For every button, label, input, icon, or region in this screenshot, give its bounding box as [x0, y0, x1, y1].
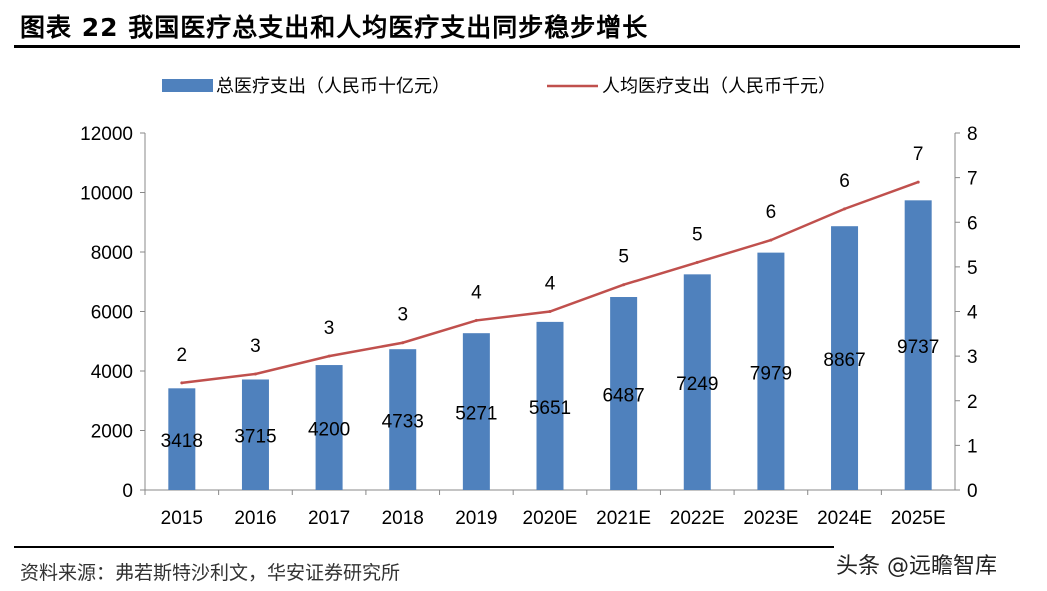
x-tick-label: 2016 — [234, 508, 276, 529]
bar-data-label: 9737 — [897, 337, 939, 358]
x-tick-label: 2018 — [382, 508, 424, 529]
line-data-label: 5 — [618, 247, 629, 268]
bar-data-label: 4200 — [308, 420, 350, 441]
right-tick-label: 0 — [967, 481, 978, 502]
bar — [536, 321, 564, 490]
bar-data-label: 3418 — [161, 431, 203, 452]
x-tick-label: 2020E — [523, 508, 578, 529]
title-divider — [14, 45, 1020, 48]
x-tick-label: 2021E — [596, 508, 651, 529]
bar-data-label: 4733 — [382, 412, 424, 433]
x-tick-label: 2024E — [817, 508, 872, 529]
bar — [241, 379, 269, 490]
bar-data-label: 3715 — [234, 427, 276, 448]
x-tick-label: 2023E — [743, 508, 798, 529]
line-data-label: 7 — [913, 144, 924, 165]
right-tick-label: 7 — [967, 169, 978, 190]
x-tick-label: 2025E — [891, 508, 946, 529]
legend-bar-label: 总医疗支出（人民币十亿元） — [216, 76, 450, 96]
bar — [168, 388, 196, 490]
line-point — [695, 260, 699, 264]
line-data-label: 6 — [766, 202, 777, 223]
bar — [904, 200, 932, 490]
line-point — [474, 318, 478, 322]
bar-data-label: 6487 — [602, 386, 644, 407]
line-point — [916, 180, 920, 184]
right-tick-label: 5 — [967, 258, 978, 279]
x-tick-label: 2019 — [455, 508, 497, 529]
left-tick-label: 8000 — [91, 243, 133, 264]
line-data-label: 6 — [839, 171, 850, 192]
line-point — [327, 354, 331, 358]
line-point — [253, 372, 257, 376]
bar — [757, 252, 785, 490]
line-point — [843, 207, 847, 211]
line-data-label: 5 — [692, 224, 703, 245]
right-tick-label: 1 — [967, 436, 978, 457]
bar — [462, 333, 490, 490]
left-tick-label: 6000 — [91, 303, 133, 324]
left-tick-label: 12000 — [80, 124, 133, 145]
bar — [389, 349, 417, 490]
bar-data-label: 7249 — [676, 374, 718, 395]
x-tick-label: 2022E — [670, 508, 725, 529]
left-tick-label: 4000 — [91, 362, 133, 383]
line-point — [769, 238, 773, 242]
legend-bar-swatch — [162, 79, 213, 92]
right-tick-label: 8 — [967, 124, 978, 145]
line-data-label: 4 — [471, 282, 482, 303]
line-point — [548, 310, 552, 313]
line-data-label: 3 — [324, 318, 335, 339]
bar-data-label: 5651 — [529, 398, 571, 419]
line-point — [180, 381, 184, 385]
right-tick-label: 2 — [967, 392, 978, 413]
legend-line-label: 人均医疗支出（人民币千元） — [602, 76, 836, 96]
watermark: 头条 @远瞻智库 — [836, 554, 997, 579]
bar — [315, 365, 343, 490]
line-point — [401, 341, 405, 345]
right-tick-label: 4 — [967, 303, 978, 324]
bar-data-label: 5271 — [455, 404, 497, 425]
left-tick-label: 0 — [122, 481, 133, 502]
bar-data-label: 7979 — [750, 363, 792, 384]
line-data-label: 3 — [250, 336, 261, 357]
left-tick-label: 2000 — [91, 422, 133, 443]
x-tick-label: 2015 — [161, 508, 203, 529]
bar — [831, 226, 859, 490]
bar — [683, 274, 711, 490]
bar-data-label: 8867 — [823, 350, 865, 371]
left-tick-label: 10000 — [80, 184, 133, 205]
line-data-label: 2 — [177, 345, 188, 366]
bar — [610, 297, 638, 490]
source-divider — [14, 546, 834, 548]
right-tick-label: 3 — [967, 347, 978, 368]
source-note: 资料来源：弗若斯特沙利文，华安证券研究所 — [20, 562, 401, 584]
right-tick-label: 6 — [967, 213, 978, 234]
figure-title: 图表 22 我国医疗总支出和人均医疗支出同步稳步增长 — [20, 13, 649, 42]
x-tick-label: 2017 — [308, 508, 350, 529]
line-data-label: 3 — [397, 305, 408, 326]
line-point — [622, 283, 626, 287]
line-data-label: 4 — [545, 274, 556, 295]
